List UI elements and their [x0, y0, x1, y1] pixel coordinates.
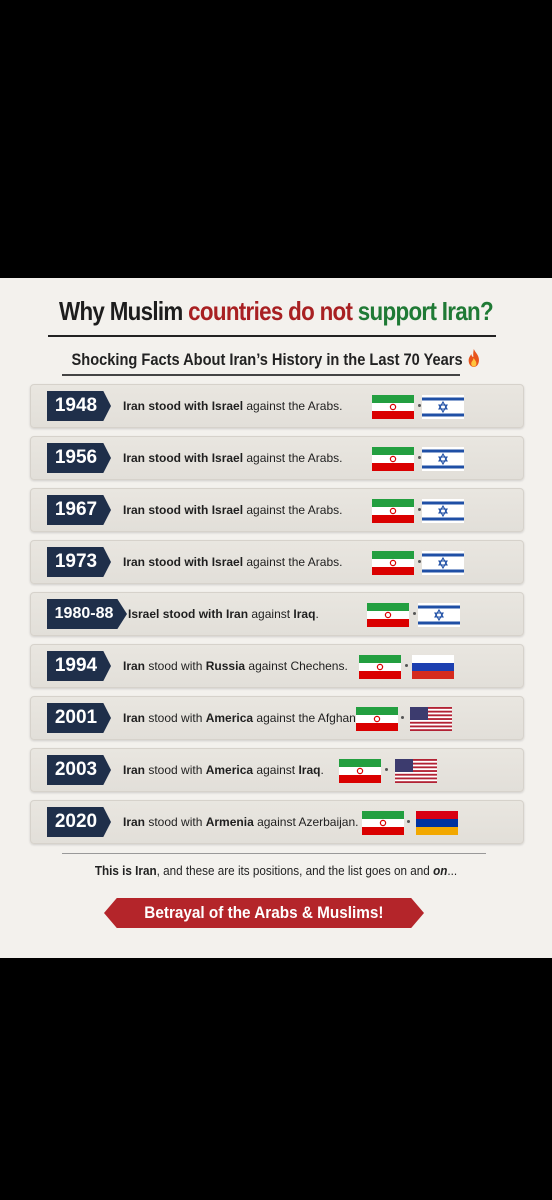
subtitle: Shocking Facts About Iran’s History in t…	[39, 348, 514, 370]
year-badge: 1956	[47, 443, 111, 473]
timeline-row-2001: 2001 Iran stood with America against the…	[30, 696, 524, 740]
year-badge: 2020	[47, 807, 111, 837]
iran-flag-icon	[372, 551, 414, 575]
fact-text: Iran stood with Israel against the Arabs…	[123, 451, 343, 465]
flag-separator	[418, 508, 421, 511]
banner-text: Betrayal of the Arabs & Muslims!	[144, 903, 384, 922]
timeline-row-1994: 1994 Iran stood with Russia against Chec…	[30, 644, 524, 688]
fact-text: Iran stood with America against Iraq.	[123, 763, 324, 777]
iran-flag-icon	[359, 655, 401, 679]
flag-separator	[405, 664, 408, 667]
usa-flag-icon	[391, 759, 441, 783]
fact-text: Iran stood with America against the Afgh…	[123, 711, 360, 725]
timeline-row-2020: 2020 Iran stood with Armenia against Aze…	[30, 800, 524, 844]
flag-separator	[418, 560, 421, 563]
armenia-flag-icon	[413, 811, 461, 835]
title-part-3: support Iran?	[357, 296, 494, 326]
footer-note: This is Iran, and these are its position…	[94, 863, 458, 878]
israel-flag-icon	[418, 603, 460, 627]
timeline-row-1967: 1967 Iran stood with Israel against the …	[30, 488, 524, 532]
timeline-row-2003: 2003 Iran stood with America against Ira…	[30, 748, 524, 792]
fire-icon	[468, 349, 479, 367]
iran-flag-icon	[372, 395, 414, 419]
fact-text: Israel stood with Iran against Iraq.	[128, 607, 319, 621]
year-badge: 1973	[47, 547, 111, 577]
flag-separator	[385, 768, 388, 771]
betrayal-banner: Betrayal of the Arabs & Muslims!	[104, 898, 424, 928]
subtitle-underline	[62, 374, 460, 376]
iran-flag-icon	[337, 759, 383, 783]
subtitle-text: Shocking Facts About Iran’s History in t…	[71, 350, 463, 369]
israel-flag-icon	[422, 499, 464, 523]
year-badge: 1948	[47, 391, 111, 421]
timeline-row-1956: 1956 Iran stood with Israel against the …	[30, 436, 524, 480]
flag-separator	[413, 612, 416, 615]
footer-divider	[62, 853, 486, 854]
year-badge: 1967	[47, 495, 111, 525]
flag-separator	[418, 404, 421, 407]
title-part-1: Why Muslim	[59, 296, 189, 326]
fact-text: Iran stood with Israel against the Arabs…	[123, 555, 343, 569]
iran-flag-icon	[356, 707, 398, 731]
year-badge: 2003	[47, 755, 111, 785]
fact-text: Iran stood with Russia against Chechens.	[123, 659, 348, 673]
timeline-row-1980-88: 1980-88 Israel stood with Iran against I…	[30, 592, 524, 636]
fact-text: Iran stood with Armenia against Azerbaij…	[123, 815, 359, 829]
year-badge: 1980-88	[47, 599, 127, 629]
israel-flag-icon	[422, 551, 464, 575]
russia-flag-icon	[412, 655, 454, 679]
year-badge: 1994	[47, 651, 111, 681]
flag-separator	[418, 456, 421, 459]
timeline-row-1973: 1973 Iran stood with Israel against the …	[30, 540, 524, 584]
israel-flag-icon	[422, 395, 464, 419]
iran-flag-icon	[372, 447, 414, 471]
iran-flag-icon	[367, 603, 409, 627]
timeline-row-1948: 1948 Iran stood with Israel against the …	[30, 384, 524, 428]
fact-text: Iran stood with Israel against the Arabs…	[123, 503, 343, 517]
infographic-card: Why Muslim countries do not support Iran…	[0, 278, 552, 958]
usa-flag-icon	[407, 707, 455, 731]
iran-flag-icon	[361, 811, 405, 835]
title-underline	[48, 335, 496, 337]
title-part-2: countries do not	[188, 296, 358, 326]
israel-flag-icon	[422, 447, 464, 471]
fact-text: Iran stood with Israel against the Arabs…	[123, 399, 343, 413]
flag-separator	[401, 716, 404, 719]
iran-flag-icon	[372, 499, 414, 523]
page-title: Why Muslim countries do not support Iran…	[39, 296, 514, 327]
flag-separator	[407, 820, 410, 823]
year-badge: 2001	[47, 703, 111, 733]
